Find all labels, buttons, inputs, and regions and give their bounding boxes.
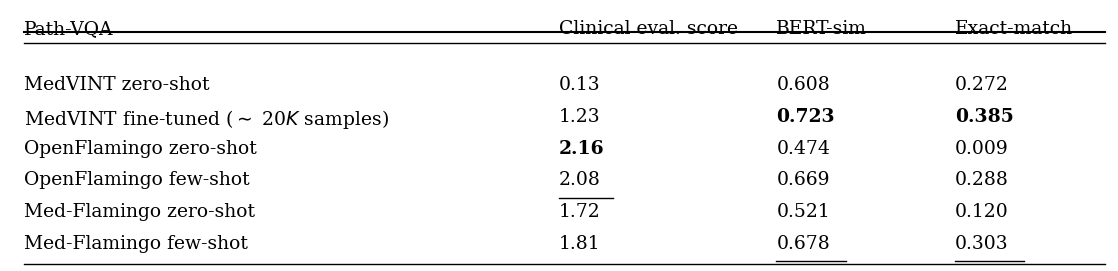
Text: 0.13: 0.13 (559, 76, 600, 95)
Text: OpenFlamingo few-shot: OpenFlamingo few-shot (23, 172, 249, 189)
Text: 0.608: 0.608 (777, 76, 831, 95)
Text: 0.678: 0.678 (777, 235, 831, 253)
Text: 1.23: 1.23 (559, 108, 600, 126)
Text: 0.120: 0.120 (955, 203, 1008, 221)
Text: 0.009: 0.009 (955, 140, 1008, 158)
Text: 0.303: 0.303 (955, 235, 1008, 253)
Text: 1.81: 1.81 (559, 235, 600, 253)
Text: 0.521: 0.521 (777, 203, 831, 221)
Text: 0.474: 0.474 (777, 140, 831, 158)
Text: MedVINT fine-tuned ($\sim$ 20$K$ samples): MedVINT fine-tuned ($\sim$ 20$K$ samples… (23, 108, 389, 131)
Text: 1.72: 1.72 (559, 203, 600, 221)
Text: 0.723: 0.723 (777, 108, 835, 126)
Text: 2.16: 2.16 (559, 140, 605, 158)
Text: OpenFlamingo zero-shot: OpenFlamingo zero-shot (23, 140, 256, 158)
Text: Med-Flamingo few-shot: Med-Flamingo few-shot (23, 235, 247, 253)
Text: BERT-sim: BERT-sim (777, 20, 868, 38)
Text: 2.08: 2.08 (559, 172, 600, 189)
Text: Path-VQA: Path-VQA (23, 20, 113, 38)
Text: 0.385: 0.385 (955, 108, 1014, 126)
Text: MedVINT zero-shot: MedVINT zero-shot (23, 76, 209, 95)
Text: Med-Flamingo zero-shot: Med-Flamingo zero-shot (23, 203, 255, 221)
Text: 0.288: 0.288 (955, 172, 1008, 189)
Text: 0.272: 0.272 (955, 76, 1008, 95)
Text: Exact-match: Exact-match (955, 20, 1073, 38)
Text: 0.669: 0.669 (777, 172, 830, 189)
Text: Clinical eval. score: Clinical eval. score (559, 20, 738, 38)
